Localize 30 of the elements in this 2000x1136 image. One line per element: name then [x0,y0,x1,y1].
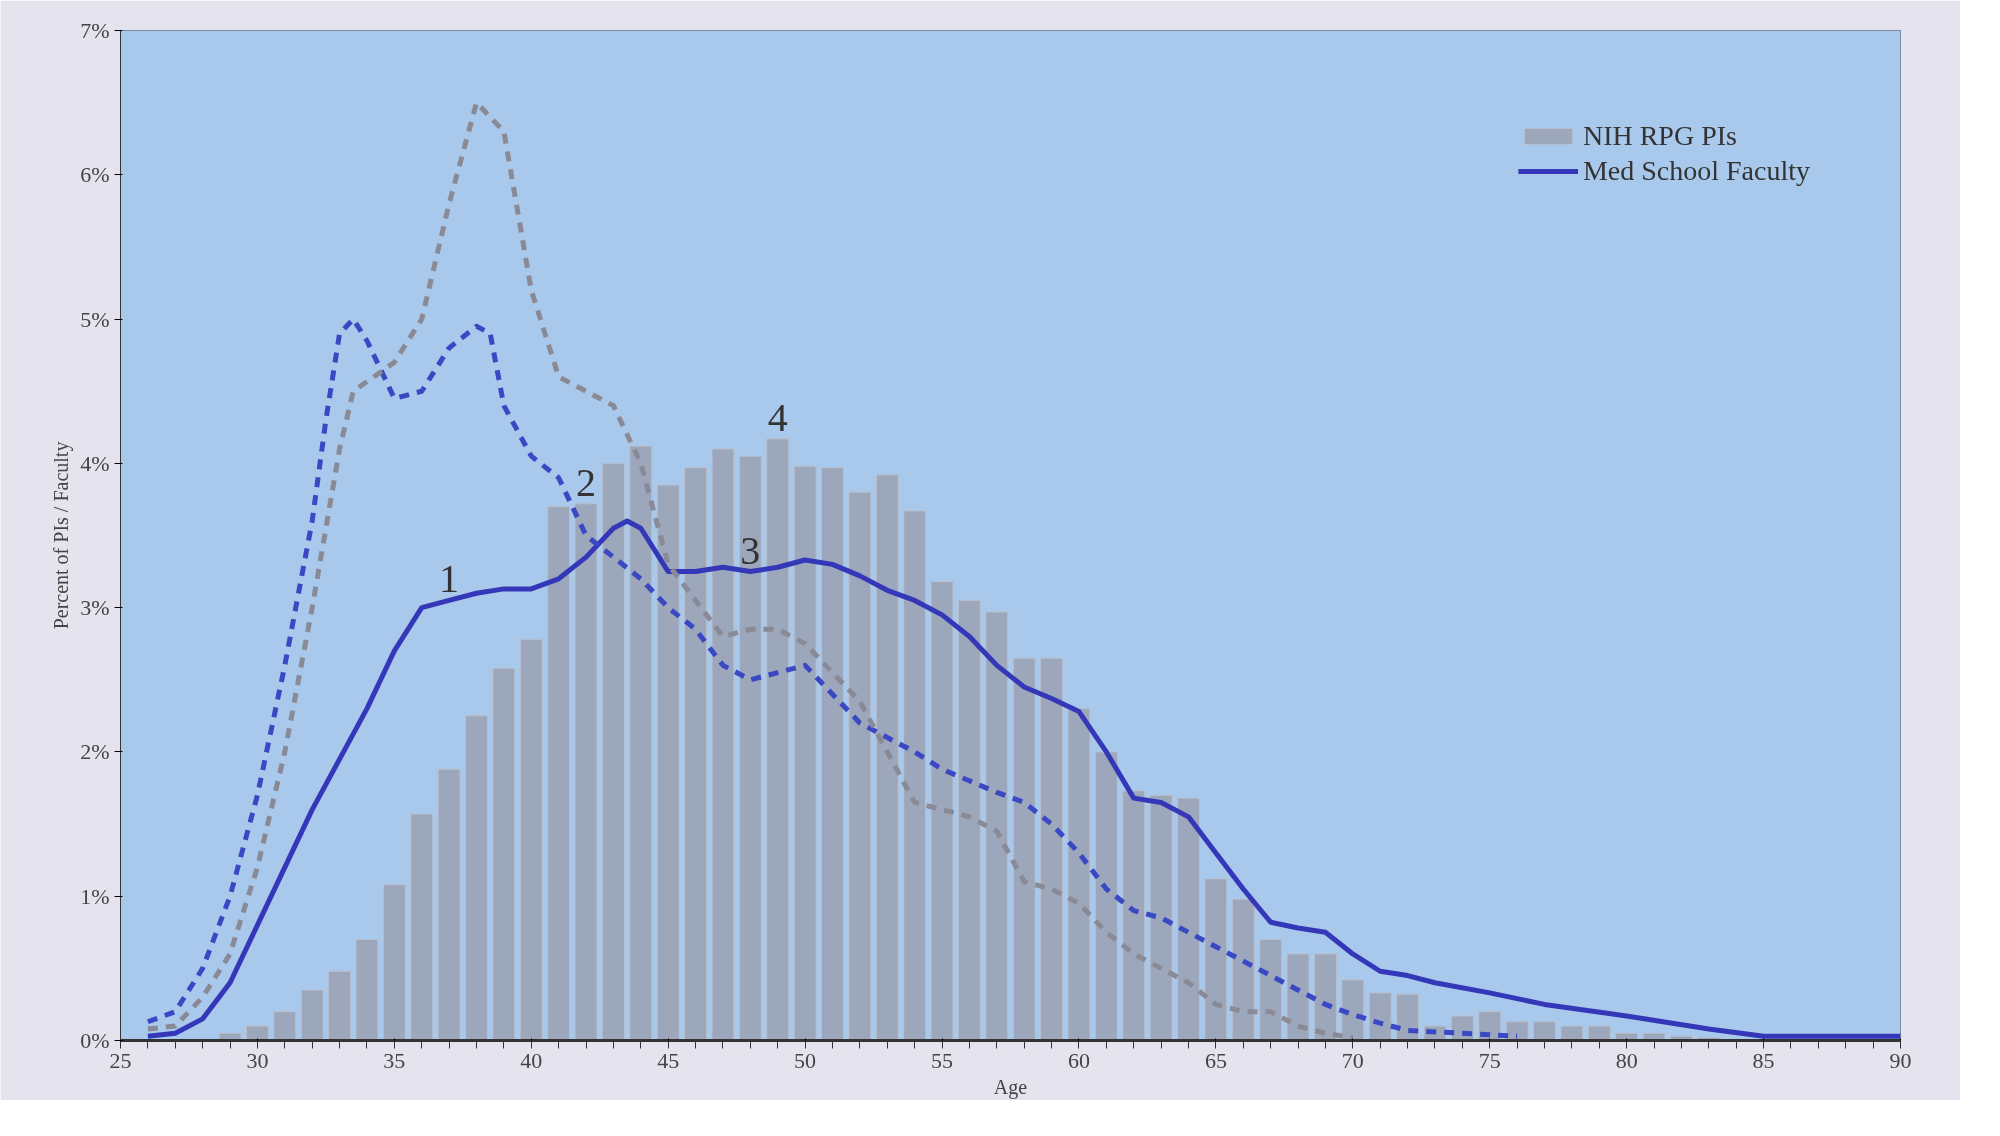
x-tick-label: 70 [1341,1047,1364,1073]
annotation: 4 [767,394,788,440]
x-tick-label: 65 [1204,1047,1227,1073]
x-tick-label: 50 [794,1047,817,1073]
x-tick-label: 40 [520,1047,543,1073]
x-tick-label: 85 [1752,1047,1775,1073]
x-tick-label: 55 [931,1047,954,1073]
y-tick-label: 0% [80,1028,110,1053]
y-axis-title: Percent of PIs / Faculty [50,441,74,630]
y-tick-label: 5% [80,306,110,332]
y-tick-label: 1% [80,883,110,909]
y-tick-label: 6% [80,162,110,188]
x-tick-label: 35 [383,1047,406,1073]
x-tick-label: 80 [1615,1047,1638,1073]
legend-label: NIH RPG PIs [1582,120,1737,152]
x-tick-label: 30 [246,1047,269,1073]
y-tick-label: 4% [80,450,110,476]
x-tick-label: 90 [1889,1047,1912,1073]
x-tick-label: 25 [109,1047,132,1073]
x-tick-label: 45 [657,1047,680,1073]
annotation: 1 [439,556,460,602]
x-tick-label: 75 [1478,1047,1501,1073]
y-tick-label: 7% [80,18,110,43]
x-axis-title: Age [993,1075,1028,1099]
x-tick-label: 60 [1067,1047,1090,1073]
legend-label: Med School Faculty [1582,155,1810,187]
y-tick-label: 2% [80,739,110,765]
y-tick-label: 3% [80,595,110,621]
annotation: 2 [576,459,597,505]
annotation: 3 [740,527,761,573]
